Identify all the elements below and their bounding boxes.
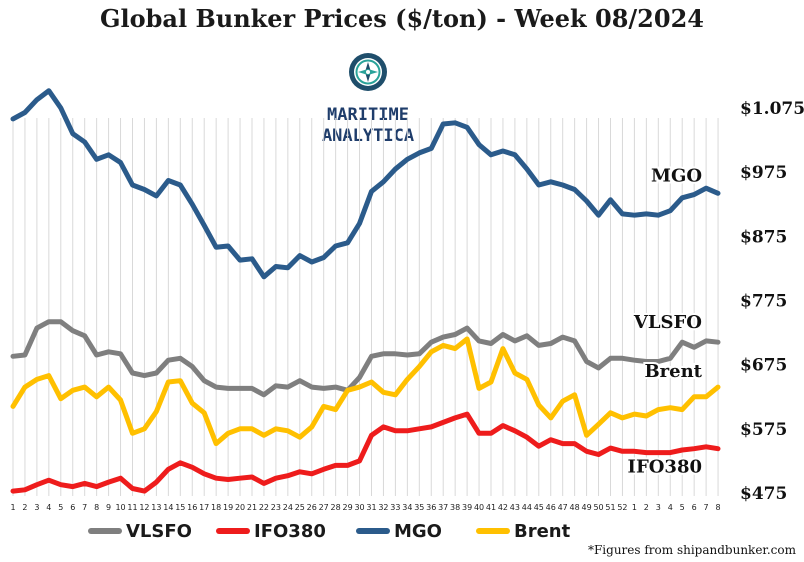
legend-label: IFO380 xyxy=(254,520,326,542)
x-tick-label: 35 xyxy=(414,503,424,512)
x-tick-label: 12 xyxy=(139,503,149,512)
series-line-vlsfo xyxy=(10,319,721,398)
x-tick-label: 45 xyxy=(534,503,544,512)
x-tick-label: 15 xyxy=(175,503,185,512)
y-axis-ticks: $1.075 $975 $875 $775 $675 $575 $475 xyxy=(740,99,804,504)
x-tick-label: 52 xyxy=(617,503,627,512)
x-tick-label: 23 xyxy=(271,503,281,512)
end-label-vlsfo: VLSFO xyxy=(633,312,702,333)
x-tick-label: 8 xyxy=(716,503,721,512)
x-tick-label: 24 xyxy=(283,503,293,512)
x-tick-label: 3 xyxy=(656,503,661,512)
y-tick-label: $475 xyxy=(740,484,787,504)
x-tick-label: 16 xyxy=(187,503,197,512)
series-line-ifo380 xyxy=(10,411,721,494)
legend-item-mgo: MGO xyxy=(356,519,442,543)
x-tick-label: 38 xyxy=(450,503,460,512)
series-line-mgo xyxy=(10,88,721,280)
end-label-mgo: MGO xyxy=(651,165,702,186)
x-tick-label: 26 xyxy=(307,503,317,512)
compass-icon xyxy=(349,53,387,91)
legend-swatch xyxy=(356,528,390,534)
series-end-labels: MGO VLSFO Brent IFO380 xyxy=(626,163,705,479)
series-line-brent xyxy=(10,336,721,447)
x-tick-label: 13 xyxy=(151,503,161,512)
legend-swatch xyxy=(88,528,122,534)
y-tick-label: $975 xyxy=(740,163,787,183)
chart-title: Global Bunker Prices ($/ton) - Week 08/2… xyxy=(100,4,704,33)
x-tick-label: 6 xyxy=(692,503,697,512)
x-tick-label: 48 xyxy=(570,503,580,512)
x-tick-label: 40 xyxy=(474,503,484,512)
x-tick-label: 36 xyxy=(426,503,436,512)
x-tick-label: 7 xyxy=(704,503,709,512)
x-tick-label: 4 xyxy=(46,503,51,512)
legend-label: VLSFO xyxy=(126,520,192,542)
x-tick-label: 5 xyxy=(58,503,63,512)
x-tick-label: 39 xyxy=(462,503,472,512)
x-tick-label: 42 xyxy=(498,503,508,512)
x-tick-label: 19 xyxy=(223,503,233,512)
x-tick-label: 7 xyxy=(82,503,87,512)
legend-label: Brent xyxy=(514,520,571,542)
x-tick-label: 1 xyxy=(10,503,15,512)
y-tick-label: $1.075 xyxy=(740,99,804,119)
y-tick-label: $575 xyxy=(740,420,787,440)
x-tick-label: 25 xyxy=(295,503,305,512)
x-tick-label: 29 xyxy=(343,503,353,512)
x-tick-label: 41 xyxy=(486,503,496,512)
x-tick-label: 22 xyxy=(259,503,269,512)
legend-swatch xyxy=(216,528,250,534)
y-tick-label: $675 xyxy=(740,356,787,376)
legend-item-brent: Brent xyxy=(476,519,570,543)
x-tick-label: 27 xyxy=(319,503,329,512)
x-tick-label: 32 xyxy=(378,503,388,512)
legend-item-ifo380: IFO380 xyxy=(216,519,326,543)
x-tick-label: 17 xyxy=(199,503,209,512)
x-tick-label: 1 xyxy=(632,503,637,512)
end-label-ifo380: IFO380 xyxy=(628,457,702,478)
end-label-brent: Brent xyxy=(644,361,702,382)
logo-line-2: ANALYTICA xyxy=(322,126,414,146)
legend-swatch xyxy=(476,528,510,534)
x-tick-label: 33 xyxy=(390,503,400,512)
x-tick-label: 8 xyxy=(94,503,99,512)
x-tick-label: 10 xyxy=(115,503,125,512)
x-tick-label: 6 xyxy=(70,503,75,512)
x-tick-label: 37 xyxy=(438,503,448,512)
x-tick-label: 5 xyxy=(680,503,685,512)
x-tick-label: 14 xyxy=(163,503,173,512)
x-tick-label: 21 xyxy=(247,503,257,512)
x-tick-label: 18 xyxy=(211,503,221,512)
source-footnote: *Figures from shipandbunker.com xyxy=(587,543,796,557)
x-tick-label: 4 xyxy=(668,503,673,512)
legend-item-vlsfo: VLSFO xyxy=(88,519,192,543)
x-tick-label: 11 xyxy=(127,503,137,512)
x-tick-label: 20 xyxy=(235,503,245,512)
x-tick-label: 2 xyxy=(22,503,27,512)
series-lines xyxy=(10,88,721,494)
y-tick-label: $875 xyxy=(740,227,787,247)
x-tick-label: 51 xyxy=(605,503,615,512)
x-tick-label: 44 xyxy=(522,503,532,512)
x-tick-label: 28 xyxy=(331,503,341,512)
x-tick-label: 3 xyxy=(34,503,39,512)
x-tick-label: 47 xyxy=(558,503,568,512)
x-tick-label: 46 xyxy=(546,503,556,512)
x-axis-ticks: 1 2 3 4 5 6 7 8 9 10 11 12 13 14 15 16 17 18 19 20 21 22 23 24 2… xyxy=(10,503,720,512)
grid-lines xyxy=(12,118,719,496)
x-tick-label: 50 xyxy=(593,503,603,512)
x-tick-label: 43 xyxy=(510,503,520,512)
y-tick-label: $775 xyxy=(740,292,787,312)
x-tick-label: 34 xyxy=(402,503,412,512)
x-tick-label: 30 xyxy=(354,503,364,512)
x-tick-label: 49 xyxy=(582,503,592,512)
x-tick-label: 9 xyxy=(106,503,111,512)
x-tick-label: 31 xyxy=(366,503,376,512)
legend-label: MGO xyxy=(394,520,442,542)
x-tick-label: 2 xyxy=(644,503,649,512)
